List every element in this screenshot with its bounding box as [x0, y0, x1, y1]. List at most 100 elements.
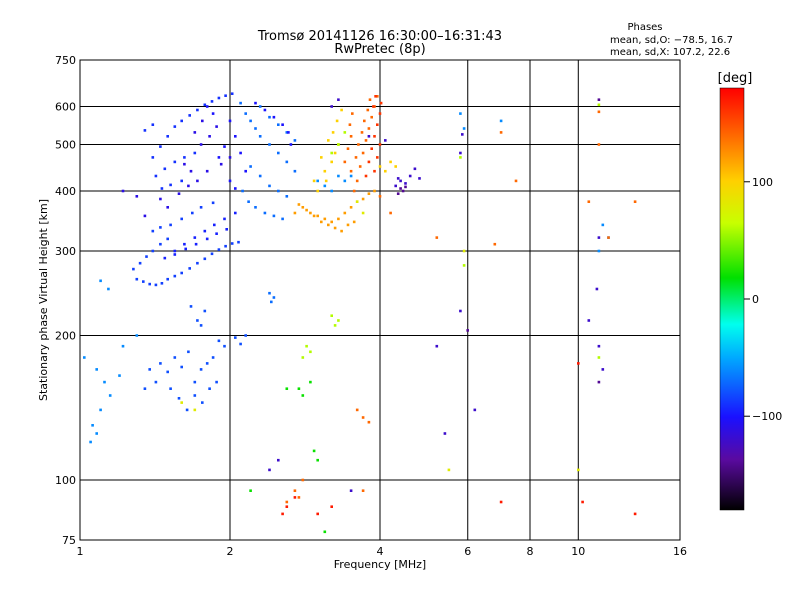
data-point — [180, 180, 183, 183]
data-point — [598, 250, 601, 253]
data-point — [268, 185, 271, 188]
data-point — [340, 109, 343, 112]
data-point — [368, 127, 371, 130]
data-point — [463, 250, 466, 253]
data-points — [83, 92, 636, 533]
data-point — [286, 195, 289, 198]
data-point — [180, 401, 183, 404]
data-point — [194, 409, 197, 412]
data-point — [577, 362, 580, 365]
data-point — [204, 258, 207, 261]
data-point — [273, 215, 276, 218]
data-point — [178, 192, 181, 195]
data-point — [174, 161, 177, 164]
data-point — [234, 187, 237, 190]
data-point — [159, 362, 162, 365]
data-point — [196, 319, 199, 322]
data-point — [118, 374, 121, 377]
data-point — [159, 198, 162, 201]
data-point — [249, 120, 252, 123]
x-tick-label: 8 — [527, 545, 534, 558]
data-point — [218, 156, 221, 159]
data-point — [183, 163, 186, 166]
data-point — [330, 190, 333, 193]
data-point — [155, 381, 158, 384]
x-tick-label: 2 — [227, 545, 234, 558]
data-point — [344, 161, 347, 164]
data-point — [169, 387, 172, 390]
data-point — [370, 147, 373, 150]
data-point — [581, 501, 584, 504]
data-point — [206, 170, 209, 173]
data-point — [355, 156, 358, 159]
data-point — [239, 152, 242, 155]
data-point — [320, 221, 323, 224]
data-point — [215, 381, 218, 384]
data-point — [200, 206, 203, 209]
data-point — [178, 397, 181, 400]
y-tick-label: 100 — [55, 474, 76, 487]
data-point — [324, 170, 327, 173]
colorbar — [720, 88, 744, 510]
data-point — [394, 165, 397, 168]
data-point — [187, 185, 190, 188]
data-point — [166, 135, 169, 138]
data-point — [337, 143, 340, 146]
data-point — [588, 200, 591, 203]
data-point — [634, 200, 637, 203]
data-point — [174, 356, 177, 359]
grid-lines — [80, 60, 680, 540]
colorbar-tick-label: 0 — [752, 293, 759, 306]
y-tick-label: 750 — [55, 54, 76, 67]
data-point — [194, 381, 197, 384]
data-point — [397, 177, 400, 180]
data-point — [281, 123, 284, 126]
data-point — [190, 170, 193, 173]
data-point — [309, 351, 312, 354]
data-point — [166, 206, 169, 209]
data-point — [159, 145, 162, 148]
data-point — [380, 102, 383, 105]
data-point — [231, 92, 234, 95]
colorbar-tick-label: 100 — [752, 176, 773, 189]
data-point — [330, 105, 333, 108]
data-point — [459, 156, 462, 159]
data-point — [237, 241, 240, 244]
data-point — [254, 102, 257, 105]
data-point — [145, 255, 148, 258]
data-point — [273, 296, 276, 299]
data-point — [206, 105, 209, 108]
data-point — [270, 301, 273, 304]
data-point — [229, 180, 232, 183]
data-point — [353, 190, 356, 193]
data-point — [218, 97, 221, 100]
data-point — [337, 319, 340, 322]
data-point — [211, 100, 214, 103]
data-point — [190, 305, 193, 308]
data-point — [169, 224, 172, 227]
data-point — [330, 314, 333, 317]
stats-line-o: mean, sd,O: −78.5, 16.7 — [610, 35, 733, 46]
data-point — [376, 123, 379, 126]
data-point — [249, 165, 252, 168]
data-point — [174, 125, 177, 128]
data-point — [122, 345, 125, 348]
data-point — [500, 131, 503, 134]
data-point — [194, 394, 197, 397]
data-point — [180, 218, 183, 221]
data-point — [313, 180, 316, 183]
data-point — [194, 152, 197, 155]
data-point — [376, 156, 379, 159]
data-point — [302, 479, 305, 482]
data-point — [180, 366, 183, 369]
data-point — [373, 135, 376, 138]
data-point — [356, 180, 359, 183]
data-point — [414, 168, 417, 171]
data-point — [286, 161, 289, 164]
data-point — [368, 135, 371, 138]
data-point — [155, 175, 158, 178]
data-point — [91, 424, 94, 427]
data-point — [196, 109, 199, 112]
data-point — [316, 459, 319, 462]
